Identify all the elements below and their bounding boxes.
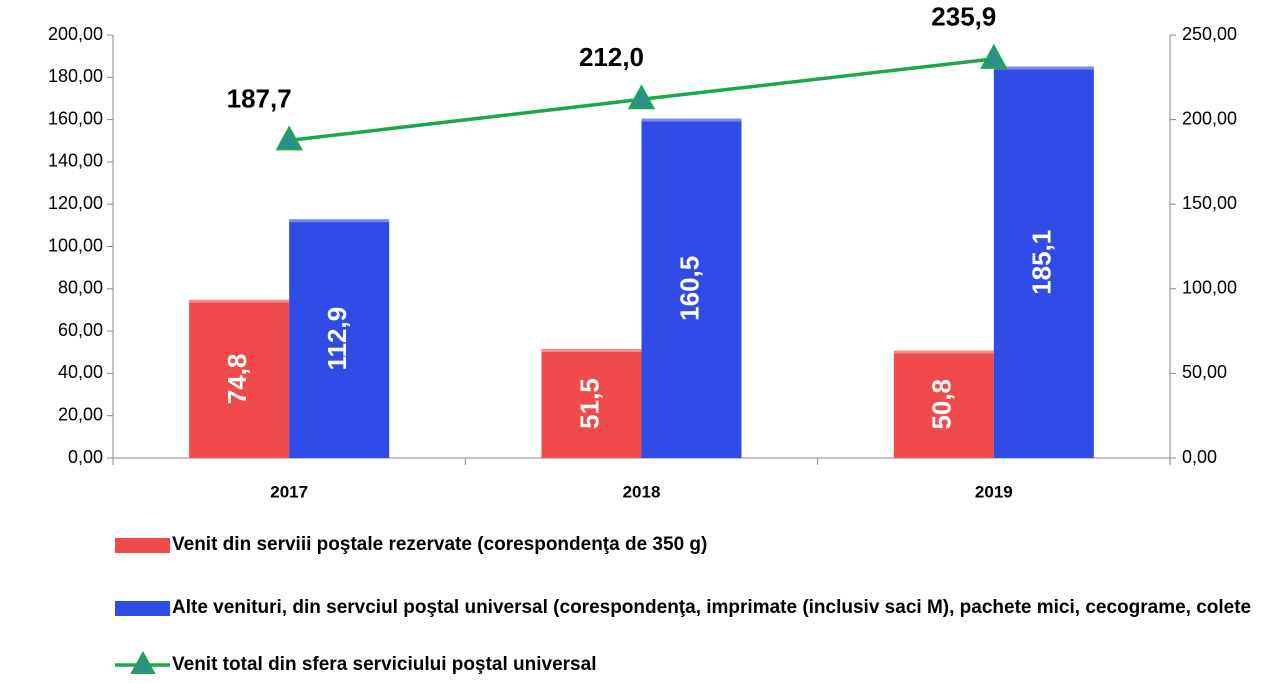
- y-tick-label: 200,00: [48, 24, 103, 44]
- legend-label: Alte venituri, din servciul poştal unive…: [172, 597, 1252, 618]
- y2-tick-label: 0,00: [1182, 447, 1217, 467]
- bar: [641, 118, 742, 458]
- y2-tick-label: 250,00: [1182, 24, 1237, 44]
- bar-highlight: [289, 219, 390, 223]
- bar-value-label: 50,8: [927, 379, 957, 430]
- legend-label: Venit din serviii poştale rezervate (cor…: [172, 534, 708, 555]
- y-tick-label: 140,00: [48, 151, 103, 171]
- y-tick-label: 180,00: [48, 66, 103, 86]
- line-marker: [275, 125, 303, 151]
- bar-value-label: 185,1: [1027, 230, 1057, 295]
- bar: [189, 299, 290, 458]
- bar-value-label: 51,5: [574, 378, 604, 429]
- line-value-label: 187,7: [227, 83, 292, 113]
- y-tick-label: 40,00: [58, 362, 103, 382]
- y-tick-label: 0,00: [68, 447, 103, 467]
- bar-value-label: 160,5: [674, 256, 704, 321]
- y2-tick-label: 100,00: [1182, 278, 1237, 298]
- bar: [289, 219, 390, 458]
- bar-value-label: 74,8: [222, 354, 252, 405]
- bar-highlight: [993, 66, 1094, 70]
- y2-tick-label: 150,00: [1182, 193, 1237, 213]
- y-tick-label: 120,00: [48, 193, 103, 213]
- y-tick-label: 80,00: [58, 278, 103, 298]
- bar-value-label: 112,9: [322, 307, 352, 371]
- legend-item: Alte venituri, din servciul poştal unive…: [115, 594, 1265, 622]
- x-tick-label: 2019: [975, 482, 1013, 501]
- bar: [893, 350, 994, 458]
- bar-highlight: [893, 350, 994, 354]
- bar-highlight: [541, 349, 642, 353]
- line-marker: [627, 84, 656, 110]
- line-value-label: 235,9: [931, 2, 996, 32]
- bar: [993, 66, 1094, 459]
- y-tick-label: 100,00: [48, 235, 103, 255]
- legend-swatch: [115, 531, 172, 559]
- x-tick-label: 2017: [270, 482, 308, 501]
- legend-label: Venit total din sfera serviciului poştal…: [172, 654, 597, 675]
- y-tick-label: 160,00: [48, 108, 103, 128]
- y2-tick-label: 50,00: [1182, 362, 1227, 382]
- line-marker: [980, 43, 1008, 69]
- legend-swatch: [115, 594, 172, 622]
- legend-item: Venit total din sfera serviciului poştal…: [115, 651, 1265, 679]
- bar: [541, 349, 642, 458]
- y2-tick-label: 200,00: [1182, 108, 1237, 128]
- legend-swatch: [115, 651, 172, 679]
- bar-highlight: [641, 118, 742, 122]
- x-tick-label: 2018: [623, 482, 661, 501]
- y-tick-label: 60,00: [58, 320, 103, 340]
- line-value-label: 212,0: [579, 42, 644, 72]
- bar-highlight: [189, 299, 290, 303]
- y-tick-label: 20,00: [58, 404, 103, 424]
- legend-item: Venit din serviii poştale rezervate (cor…: [115, 531, 1265, 559]
